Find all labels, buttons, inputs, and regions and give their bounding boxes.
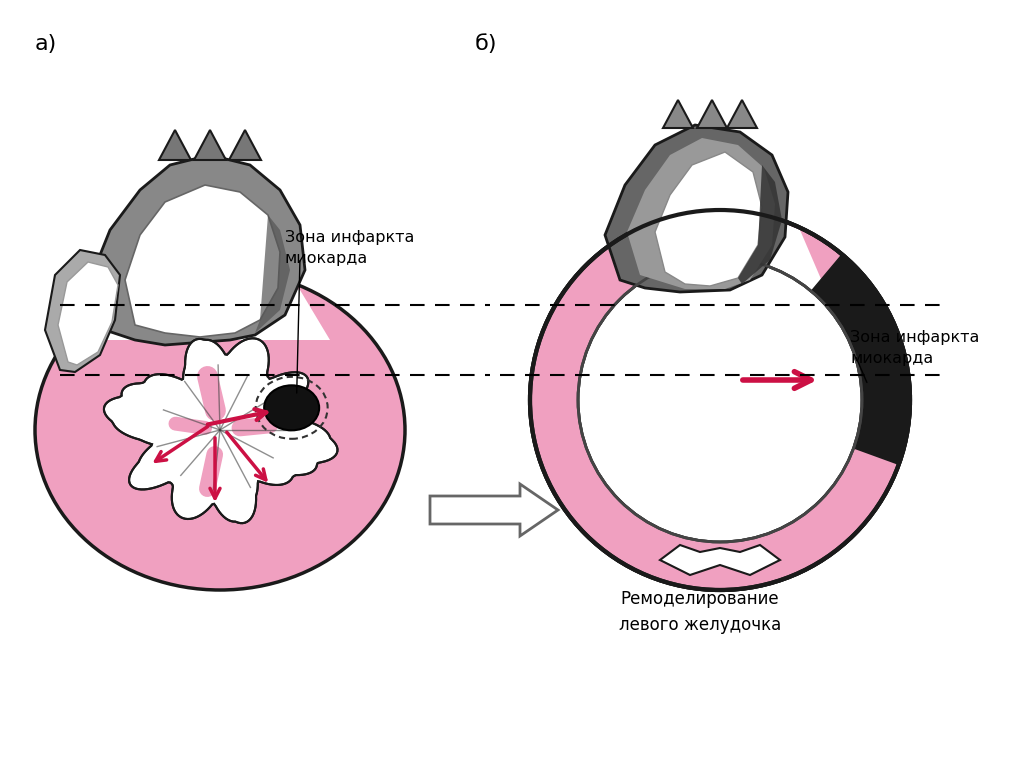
Wedge shape [542, 449, 898, 590]
Polygon shape [229, 130, 261, 160]
Text: Зона инфаркта
миокарда: Зона инфаркта миокарда [850, 330, 979, 366]
Polygon shape [660, 545, 780, 575]
Polygon shape [58, 262, 118, 365]
Polygon shape [100, 270, 330, 340]
Polygon shape [727, 100, 757, 128]
Ellipse shape [264, 386, 319, 430]
Polygon shape [125, 185, 280, 337]
Wedge shape [811, 254, 910, 545]
Text: Зона инфаркта
миокарда: Зона инфаркта миокарда [285, 230, 415, 266]
Polygon shape [605, 125, 788, 292]
Polygon shape [194, 130, 226, 160]
Polygon shape [104, 339, 338, 523]
Polygon shape [600, 205, 830, 300]
Wedge shape [548, 213, 695, 340]
Polygon shape [655, 152, 762, 286]
FancyArrow shape [430, 484, 558, 536]
Circle shape [530, 210, 910, 590]
Polygon shape [697, 100, 727, 128]
Text: а): а) [35, 34, 57, 54]
Text: б): б) [475, 34, 498, 54]
Circle shape [578, 258, 862, 542]
Polygon shape [255, 215, 290, 333]
Polygon shape [159, 130, 191, 160]
Polygon shape [738, 165, 782, 284]
Polygon shape [90, 155, 305, 345]
Polygon shape [663, 100, 693, 128]
Polygon shape [45, 250, 120, 372]
Polygon shape [627, 138, 775, 289]
Text: Ремоделирование
левого желудочка: Ремоделирование левого желудочка [618, 590, 781, 634]
Ellipse shape [35, 270, 406, 590]
Wedge shape [530, 300, 600, 480]
